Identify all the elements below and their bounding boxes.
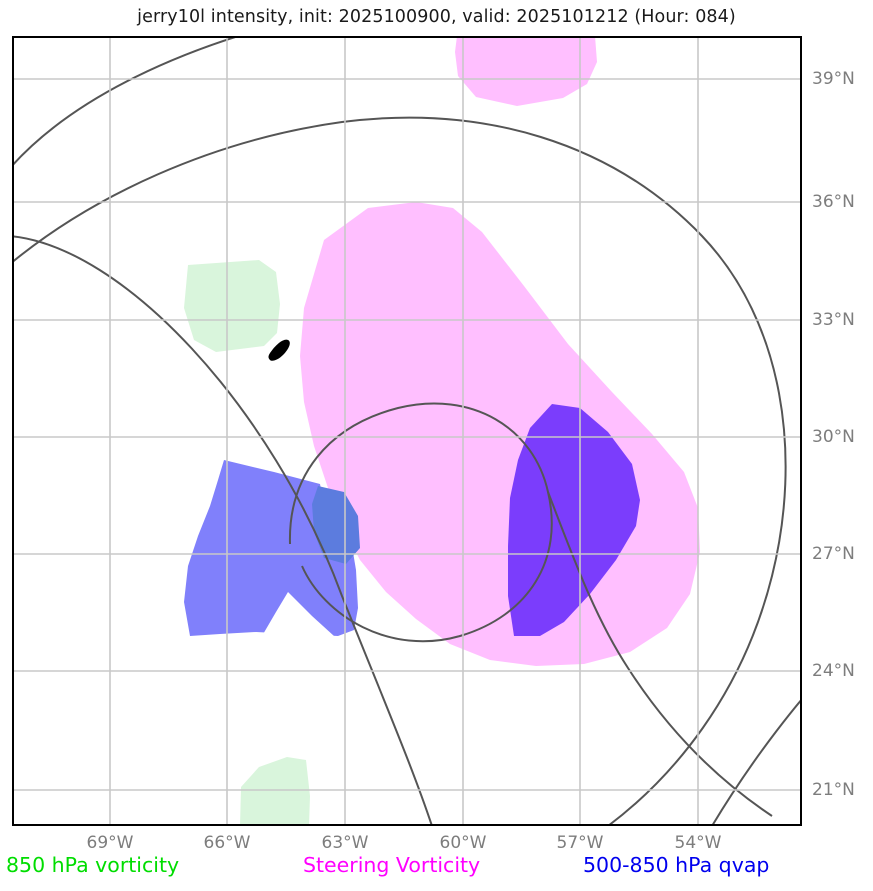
contour-mid-right <box>711 697 802 826</box>
plot-frame <box>12 36 802 826</box>
map-plot-area <box>12 36 802 826</box>
legend: 850 hPa vorticity Steering Vorticity 500… <box>0 853 873 885</box>
lat-tick-33n: 33°N <box>812 310 855 330</box>
contour-outer-lower <box>12 235 433 826</box>
storm-center-marker <box>268 339 290 361</box>
contour-mid <box>12 116 787 826</box>
lat-tick-30n: 30°N <box>812 427 855 447</box>
lat-tick-39n: 39°N <box>812 69 855 89</box>
lat-tick-24n: 24°N <box>812 661 855 681</box>
steering-blob-north <box>455 36 597 106</box>
vorticity-patch-northwest <box>184 260 280 352</box>
graticule-grid <box>12 36 802 826</box>
vorticity-patch-south <box>240 757 310 826</box>
qvap-notch-west <box>262 592 334 636</box>
map-canvas <box>12 36 802 826</box>
contour-inner-extra <box>547 491 773 817</box>
legend-item-steering-vorticity: Steering Vorticity <box>303 853 481 877</box>
page-title: jerry10l intensity, init: 2025100900, va… <box>137 7 736 27</box>
lon-tick-69w: 69°W <box>86 833 134 853</box>
intensity-contours <box>12 36 802 826</box>
qvap-overlap-patch <box>312 486 360 564</box>
lon-tick-63w: 63°W <box>321 833 369 853</box>
lon-tick-54w: 54°W <box>674 833 722 853</box>
qvap-core-east <box>508 404 640 636</box>
lon-tick-66w: 66°W <box>203 833 251 853</box>
lat-tick-36n: 36°N <box>812 192 855 212</box>
legend-item-500-850-qvap: 500-850 hPa qvap <box>583 853 770 877</box>
lon-tick-60w: 60°W <box>439 833 487 853</box>
lat-tick-21n: 21°N <box>812 780 855 800</box>
lon-tick-57w: 57°W <box>556 833 604 853</box>
contour-outer <box>12 36 243 168</box>
lat-tick-27n: 27°N <box>812 544 855 564</box>
layer-850hpa-vorticity <box>184 260 310 826</box>
legend-item-850hpa-vorticity: 850 hPa vorticity <box>6 853 180 877</box>
